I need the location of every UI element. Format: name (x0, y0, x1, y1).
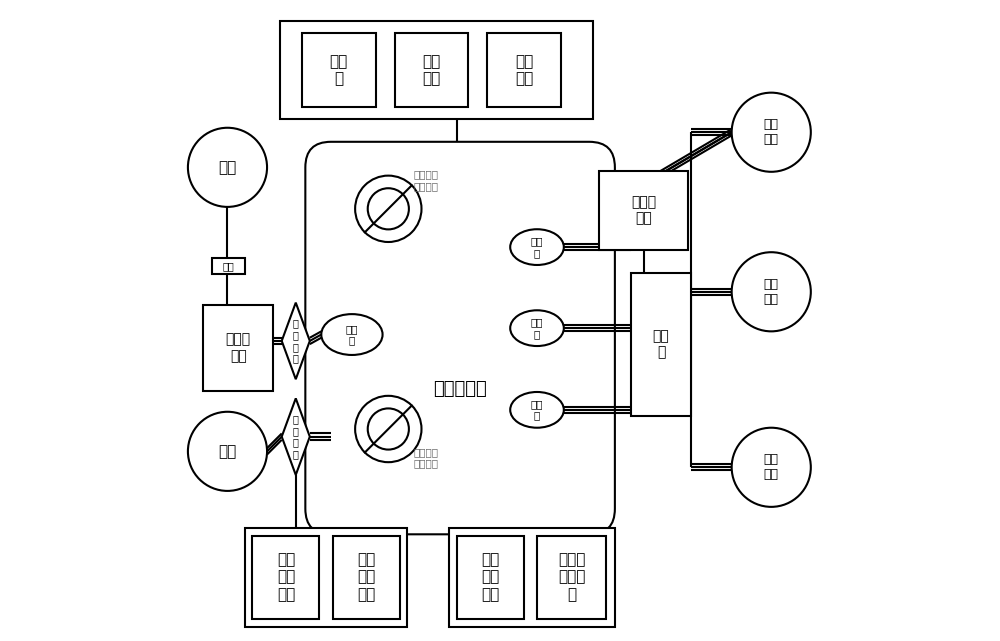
Ellipse shape (732, 93, 811, 172)
Text: 上位
机: 上位 机 (330, 54, 348, 86)
Ellipse shape (188, 412, 267, 491)
Text: 废液: 废液 (218, 444, 237, 459)
Text: 流
量
计
一: 流 量 计 一 (293, 319, 299, 363)
Text: 激发
电路
模块: 激发 电路 模块 (277, 552, 295, 602)
Text: 电源
模块: 电源 模块 (515, 54, 533, 86)
Text: 进口
二: 进口 二 (531, 237, 543, 258)
Text: 片上微型
电磁阀一: 片上微型 电磁阀一 (414, 169, 439, 191)
Text: 缓冲
液二: 缓冲 液二 (764, 278, 779, 306)
Ellipse shape (188, 128, 267, 207)
Bar (245, 528, 407, 627)
Ellipse shape (510, 310, 564, 346)
Bar (457, 536, 524, 619)
Text: 检测
电路
模块: 检测 电路 模块 (357, 552, 375, 602)
Text: 滤饼: 滤饼 (222, 261, 234, 271)
Bar (487, 33, 561, 106)
Ellipse shape (355, 395, 421, 462)
Text: 进口
三: 进口 三 (531, 317, 543, 339)
Text: 微量电
磁泵: 微量电 磁泵 (631, 196, 656, 226)
Bar (449, 528, 615, 627)
Bar (599, 171, 688, 250)
Ellipse shape (355, 176, 421, 242)
FancyBboxPatch shape (305, 142, 615, 535)
Text: 微流控芯片: 微流控芯片 (433, 380, 487, 398)
Bar (302, 33, 376, 106)
Ellipse shape (321, 314, 383, 355)
Ellipse shape (732, 252, 811, 331)
Bar (252, 536, 319, 619)
Bar (395, 33, 468, 106)
Text: 旋转
阀: 旋转 阀 (653, 329, 670, 360)
Bar (631, 272, 691, 416)
Polygon shape (282, 303, 310, 379)
Bar (333, 536, 400, 619)
Text: 缓冲
液三: 缓冲 液三 (764, 453, 779, 481)
Text: 控制
电路: 控制 电路 (422, 54, 441, 86)
Text: 微型
光谱
模块: 微型 光谱 模块 (481, 552, 499, 602)
Text: 进口
四: 进口 四 (531, 399, 543, 420)
Bar (203, 304, 273, 391)
Text: 样品: 样品 (218, 160, 237, 175)
Bar (280, 21, 593, 119)
Text: 流
量
计
二: 流 量 计 二 (293, 414, 299, 459)
Ellipse shape (510, 229, 564, 265)
Bar (537, 536, 606, 619)
Text: 进口
一: 进口 一 (346, 324, 358, 345)
Text: 微型激
发光模
块: 微型激 发光模 块 (558, 552, 585, 602)
Polygon shape (282, 398, 310, 475)
Text: 片上微型
电磁阀二: 片上微型 电磁阀二 (414, 447, 439, 469)
Ellipse shape (510, 392, 564, 428)
Text: 缓冲
液一: 缓冲 液一 (764, 118, 779, 146)
Ellipse shape (732, 428, 811, 507)
Bar (212, 258, 245, 274)
Text: 定量电
磁泵: 定量电 磁泵 (226, 333, 251, 363)
